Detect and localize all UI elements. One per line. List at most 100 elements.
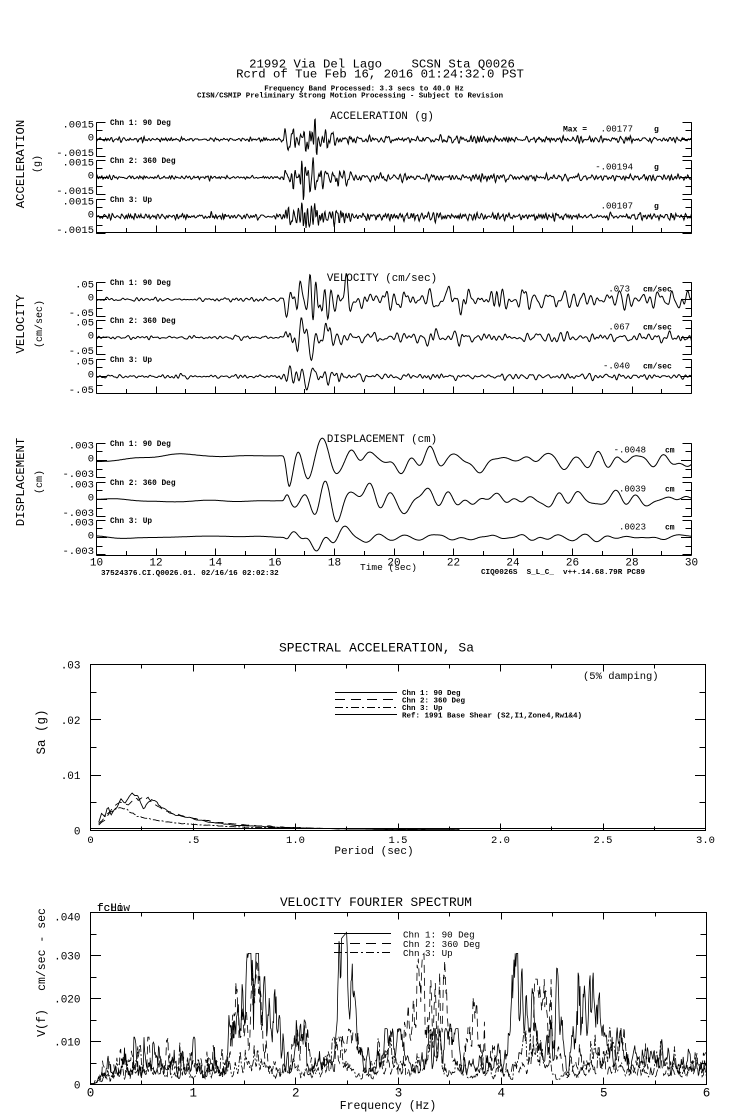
svg-text:.0023: .0023: [619, 523, 646, 533]
svg-text:DISPLACEMENT: DISPLACEMENT: [14, 438, 28, 527]
svg-text:1.5: 1.5: [389, 835, 408, 847]
svg-text:0: 0: [88, 454, 94, 466]
svg-text:VELOCITY (cm/sec): VELOCITY (cm/sec): [327, 273, 437, 285]
svg-text:Chn 3: Up: Chn 3: Up: [110, 518, 152, 526]
svg-text:.003: .003: [69, 441, 94, 453]
svg-text:Chn 1: 90 Deg: Chn 1: 90 Deg: [403, 930, 475, 941]
svg-text:.0015: .0015: [62, 120, 94, 132]
svg-text:Frequency Band Processed: 3.3: Frequency Band Processed: 3.3 secs to 40…: [264, 86, 464, 94]
svg-text:3.0: 3.0: [696, 835, 715, 847]
svg-text:.05: .05: [75, 280, 94, 292]
svg-text:cm/sec: cm/sec: [643, 324, 672, 333]
svg-text:V(f): V(f): [36, 1009, 49, 1037]
svg-text:CIQ0026S S_L_C_ v++.14.68.79: CIQ0026S S_L_C_ v++.14.68.79R PC89: [481, 569, 645, 577]
svg-text:ACCELERATION (g): ACCELERATION (g): [330, 111, 434, 123]
svg-text:g: g: [654, 203, 659, 212]
svg-text:14: 14: [209, 558, 223, 570]
svg-text:1: 1: [189, 1087, 197, 1101]
svg-text:CISN/CSMIP Preliminary Strong: CISN/CSMIP Preliminary Strong Motion Pro…: [197, 93, 503, 101]
svg-text:Chn 2: 360 Deg: Chn 2: 360 Deg: [110, 318, 176, 326]
svg-text:0: 0: [87, 1087, 95, 1101]
svg-text:Chn 2: 360 Deg: Chn 2: 360 Deg: [402, 698, 466, 706]
svg-text:-.003: -.003: [62, 469, 94, 481]
svg-text:(g): (g): [32, 155, 44, 173]
svg-text:-.0048: -.0048: [614, 446, 646, 456]
svg-text:(5% damping): (5% damping): [583, 671, 659, 683]
svg-text:5: 5: [600, 1087, 608, 1101]
svg-text:.003: .003: [69, 518, 94, 530]
svg-text:.010: .010: [54, 1038, 80, 1050]
svg-text:Sa (g): Sa (g): [35, 709, 49, 754]
svg-text:22: 22: [447, 558, 460, 570]
svg-text:g: g: [654, 126, 659, 135]
svg-text:3: 3: [395, 1087, 403, 1101]
svg-text:Period (sec): Period (sec): [334, 846, 413, 858]
svg-text:DISPLACEMENT (cm): DISPLACEMENT (cm): [327, 434, 437, 446]
svg-text:Chn 3: Up: Chn 3: Up: [402, 705, 443, 713]
svg-text:10: 10: [90, 558, 103, 570]
svg-text:30: 30: [685, 558, 698, 570]
svg-text:cm/sec: cm/sec: [643, 363, 672, 372]
svg-text:0: 0: [87, 835, 93, 847]
svg-text:fcHi: fcHi: [97, 903, 124, 915]
svg-text:Chn 2: 360 Deg: Chn 2: 360 Deg: [403, 939, 480, 950]
svg-text:Rcrd of Tue Feb 16, 2016 01:24: Rcrd of Tue Feb 16, 2016 01:24:32.0 PST: [236, 68, 524, 82]
svg-text:.02: .02: [61, 716, 81, 728]
svg-text:(cm): (cm): [34, 470, 46, 494]
svg-text:(cm/sec): (cm/sec): [34, 300, 46, 348]
svg-text:26: 26: [566, 558, 579, 570]
svg-text:18: 18: [328, 558, 341, 570]
svg-text:Chn 1: 90 Deg: Chn 1: 90 Deg: [110, 120, 171, 128]
svg-text:-.05: -.05: [69, 308, 94, 320]
svg-text:.003: .003: [69, 480, 94, 492]
svg-text:Chn 1: 90 Deg: Chn 1: 90 Deg: [110, 280, 171, 288]
svg-text:12: 12: [149, 558, 162, 570]
svg-text:0: 0: [74, 827, 81, 839]
svg-text:0: 0: [74, 1081, 81, 1093]
svg-text:cm/sec - sec: cm/sec - sec: [36, 908, 49, 991]
svg-text:-.00194: -.00194: [595, 163, 633, 173]
svg-text:16: 16: [268, 558, 281, 570]
svg-text:SPECTRAL ACCELERATION, Sa: SPECTRAL ACCELERATION, Sa: [279, 641, 474, 656]
svg-text:37524376.CI.Q0026.01. 02/16/16: 37524376.CI.Q0026.01. 02/16/16 02:02:32: [101, 570, 279, 578]
svg-text:VELOCITY FOURIER SPECTRUM: VELOCITY FOURIER SPECTRUM: [280, 895, 472, 910]
svg-text:cm: cm: [665, 447, 675, 456]
svg-text:Time (sec): Time (sec): [360, 562, 417, 573]
svg-text:ACCELERATION: ACCELERATION: [14, 120, 28, 209]
svg-text:4: 4: [497, 1087, 505, 1101]
svg-text:2.0: 2.0: [491, 835, 510, 847]
svg-text:0: 0: [88, 133, 94, 145]
svg-text:.05: .05: [75, 357, 94, 369]
svg-text:.05: .05: [75, 318, 94, 330]
svg-text:0: 0: [88, 331, 94, 343]
svg-text:0: 0: [88, 531, 94, 543]
svg-text:Chn 3: Up: Chn 3: Up: [110, 197, 152, 205]
svg-text:-.003: -.003: [62, 546, 94, 558]
svg-text:Ref: 1991 Base Shear (S2,I1,Zo: Ref: 1991 Base Shear (S2,I1,Zone4,Rw1&4): [402, 713, 582, 721]
svg-text:-.05: -.05: [69, 385, 94, 397]
svg-text:Chn 2: 360 Deg: Chn 2: 360 Deg: [110, 480, 176, 488]
svg-text:cm: cm: [665, 524, 675, 533]
svg-text:24: 24: [506, 558, 520, 570]
svg-text:21992 Via Del Lago SCSN Sta: 21992 Via Del Lago SCSN Sta Q0026: [249, 58, 515, 72]
svg-text:-.05: -.05: [69, 346, 94, 358]
svg-text:.5: .5: [187, 835, 200, 847]
svg-text:-.0015: -.0015: [56, 148, 94, 160]
svg-text:0: 0: [88, 210, 94, 222]
svg-text:28: 28: [625, 558, 638, 570]
svg-text:-.0015: -.0015: [56, 186, 94, 198]
svg-text:-.0015: -.0015: [56, 225, 94, 237]
svg-text:fcLow: fcLow: [97, 903, 130, 915]
svg-text:.067: .067: [608, 323, 630, 333]
svg-text:-.040: -.040: [603, 362, 630, 372]
svg-text:VELOCITY: VELOCITY: [14, 294, 28, 354]
svg-text:20: 20: [387, 558, 400, 570]
svg-text:Chn 2: 360 Deg: Chn 2: 360 Deg: [110, 158, 176, 166]
svg-text:.00177: .00177: [601, 125, 633, 135]
svg-text:cm: cm: [665, 486, 675, 495]
svg-text:1.0: 1.0: [286, 835, 305, 847]
svg-text:.073: .073: [608, 285, 630, 295]
svg-text:.01: .01: [61, 771, 81, 783]
svg-text:0: 0: [88, 370, 94, 382]
svg-text:cm/sec: cm/sec: [643, 286, 672, 295]
